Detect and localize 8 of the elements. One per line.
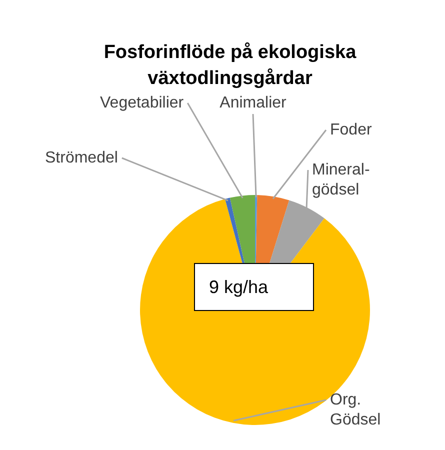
slice-label: Animalier [220,94,288,112]
text: 9 kg/ha [194,263,314,311]
chart-title: Fosforinflöde på ekologiska växtodlingsgårdar [102,41,358,91]
slice-label: Strömedel [45,149,118,166]
slice-label: Foder [330,121,372,138]
slice-label: Mineral-gödsel [312,161,370,198]
slice-label: Org. Gödsel [330,391,381,428]
slice-label: Vegetabilier [100,94,184,112]
